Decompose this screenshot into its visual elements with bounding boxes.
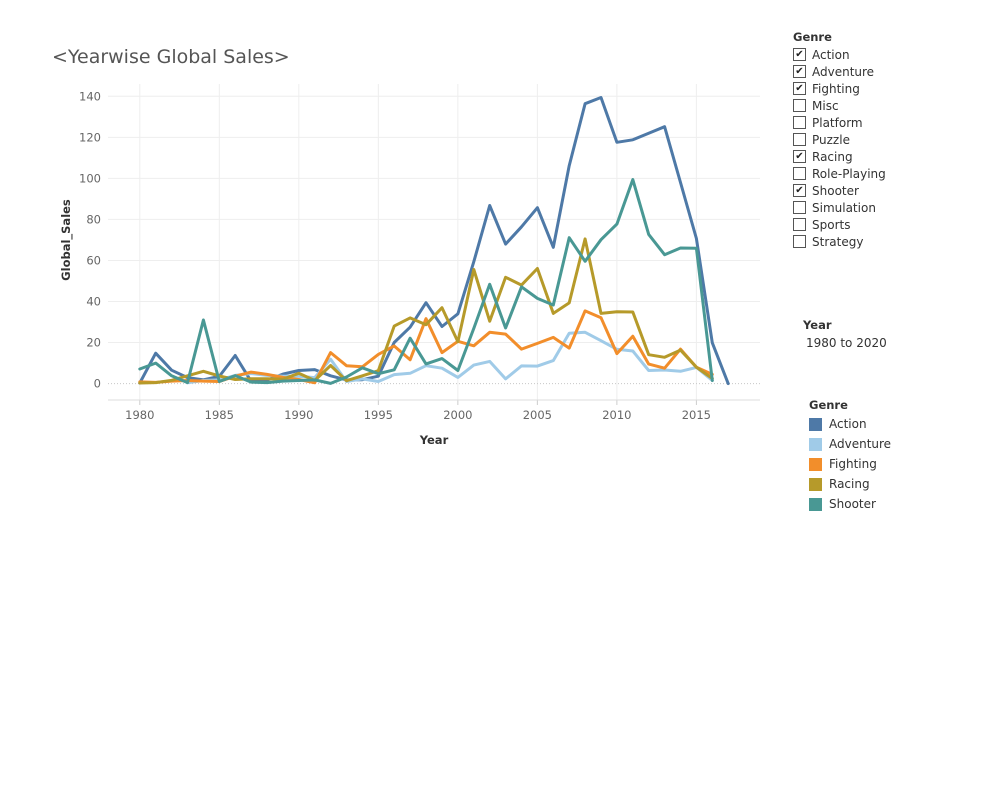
- legend-item-adventure[interactable]: Adventure: [809, 434, 891, 454]
- genre-filter-item-role-playing[interactable]: Role-Playing: [793, 165, 923, 182]
- x-tick-label: 2015: [682, 408, 711, 422]
- legend-item-fighting[interactable]: Fighting: [809, 454, 891, 474]
- x-tick-label: 1995: [364, 408, 393, 422]
- legend-swatch: [809, 437, 822, 451]
- genre-filter-label: Simulation: [812, 200, 876, 215]
- series-line-fighting: [138, 309, 714, 385]
- legend-item-shooter[interactable]: Shooter: [809, 494, 891, 514]
- genre-filter-label: Action: [812, 47, 850, 62]
- legend-item-action[interactable]: Action: [809, 414, 891, 434]
- y-tick-label: 60: [86, 253, 101, 267]
- genre-filter-label: Puzzle: [812, 132, 850, 147]
- genre-filter-item-platform[interactable]: Platform: [793, 114, 923, 131]
- genre-checkbox[interactable]: ✔: [793, 48, 806, 61]
- genre-filter-label: Misc: [812, 98, 839, 113]
- y-tick-label: 140: [79, 89, 101, 103]
- x-tick-label: 1985: [205, 408, 234, 422]
- chart-grid: [108, 84, 760, 400]
- y-tick-label: 80: [86, 212, 101, 226]
- x-axis-title: Year: [419, 433, 449, 447]
- y-tick-label: 120: [79, 130, 101, 144]
- year-range-value[interactable]: 1980 to 2020: [806, 336, 887, 350]
- genre-filter-item-simulation[interactable]: Simulation: [793, 199, 923, 216]
- genre-filter-label: Platform: [812, 115, 863, 130]
- genre-filter-item-racing[interactable]: ✔ Racing: [793, 148, 923, 165]
- legend-swatch: [809, 417, 822, 431]
- series-line-shooter: [138, 178, 714, 385]
- genre-filter-item-strategy[interactable]: Strategy: [793, 233, 923, 250]
- series-line-racing: [138, 237, 714, 385]
- year-filter-title: Year: [803, 318, 832, 332]
- genre-checkbox[interactable]: [793, 235, 806, 248]
- genre-filter-list: ✔ Action ✔ Adventure ✔ Fighting Misc Platform Pu…: [793, 46, 923, 250]
- genre-checkbox[interactable]: ✔: [793, 65, 806, 78]
- genre-filter-label: Sports: [812, 217, 851, 232]
- genre-filter-label: Fighting: [812, 81, 860, 96]
- legend-label: Fighting: [829, 457, 877, 471]
- genre-filter-label: Racing: [812, 149, 853, 164]
- genre-checkbox[interactable]: [793, 133, 806, 146]
- genre-filter-item-puzzle[interactable]: Puzzle: [793, 131, 923, 148]
- genre-filter-label: Shooter: [812, 183, 859, 198]
- genre-filter-item-sports[interactable]: Sports: [793, 216, 923, 233]
- chart-title: <Yearwise Global Sales>: [52, 46, 290, 68]
- legend-item-racing[interactable]: Racing: [809, 474, 891, 494]
- genre-filter-title: Genre: [793, 30, 832, 44]
- legend-label: Shooter: [829, 497, 876, 511]
- genre-filter-label: Role-Playing: [812, 166, 886, 181]
- y-axis-title: Global_Sales: [59, 199, 74, 281]
- genre-checkbox[interactable]: [793, 167, 806, 180]
- legend-list: Action Adventure Fighting Racing Shooter: [809, 414, 891, 514]
- genre-checkbox[interactable]: ✔: [793, 82, 806, 95]
- legend-swatch: [809, 477, 822, 491]
- legend-swatch: [809, 457, 822, 471]
- legend-label: Action: [829, 417, 867, 431]
- y-tick-label: 100: [79, 171, 101, 185]
- genre-checkbox[interactable]: ✔: [793, 150, 806, 163]
- legend-label: Adventure: [829, 437, 892, 451]
- x-tick-label: 2000: [443, 408, 472, 422]
- series-line-action: [138, 96, 730, 386]
- genre-filter-panel: Genre ✔ Action ✔ Adventure ✔ Fighting Misc Plat…: [793, 30, 923, 250]
- genre-filter-label: Adventure: [812, 64, 875, 79]
- x-tick-label: 1990: [284, 408, 313, 422]
- genre-filter-item-action[interactable]: ✔ Action: [793, 46, 923, 63]
- genre-checkbox[interactable]: [793, 99, 806, 112]
- legend-swatch: [809, 497, 822, 511]
- x-tick-label: 2005: [523, 408, 552, 422]
- chart-series: [138, 96, 730, 386]
- x-tick-label: 2010: [602, 408, 631, 422]
- genre-checkbox[interactable]: [793, 116, 806, 129]
- genre-checkbox[interactable]: [793, 201, 806, 214]
- legend-title: Genre: [809, 398, 848, 412]
- chart-axes: 1980 1985 1990 1995 2000 2005 2010 2015 0 20 40 60 8…: [59, 89, 760, 447]
- genre-filter-item-misc[interactable]: Misc: [793, 97, 923, 114]
- legend-label: Racing: [829, 477, 870, 491]
- y-tick-label: 40: [86, 295, 101, 309]
- y-tick-label: 0: [94, 377, 101, 391]
- genre-checkbox[interactable]: ✔: [793, 184, 806, 197]
- year-filter-panel: Year 1980 to 2020: [803, 318, 887, 350]
- y-tick-label: 20: [86, 336, 101, 350]
- genre-filter-label: Strategy: [812, 234, 864, 249]
- line-chart: 1980 1985 1990 1995 2000 2005 2010 2015 0 20 40 60 8…: [59, 84, 760, 447]
- genre-filter-item-fighting[interactable]: ✔ Fighting: [793, 80, 923, 97]
- genre-checkbox[interactable]: [793, 218, 806, 231]
- color-legend: Genre Action Adventure Fighting Racing Shoot…: [809, 398, 891, 514]
- genre-filter-item-shooter[interactable]: ✔ Shooter: [793, 182, 923, 199]
- genre-filter-item-adventure[interactable]: ✔ Adventure: [793, 63, 923, 80]
- x-tick-label: 1980: [125, 408, 154, 422]
